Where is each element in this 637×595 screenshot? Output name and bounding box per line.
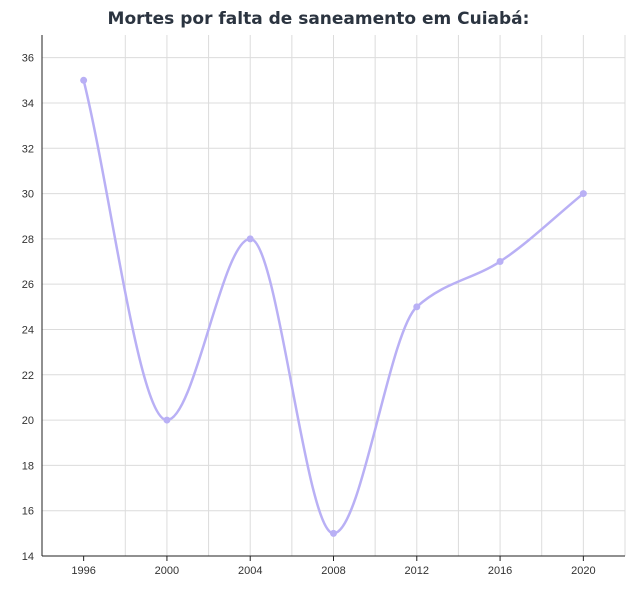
x-tick-label: 2016: [488, 565, 512, 577]
data-point: [496, 258, 504, 266]
data-point: [413, 303, 421, 311]
data-point: [579, 190, 587, 198]
y-tick-label: 16: [22, 506, 34, 518]
y-tick-label: 28: [22, 234, 34, 246]
y-tick-label: 24: [22, 324, 34, 336]
chart-title: Mortes por falta de saneamento em Cuiabá…: [107, 9, 530, 29]
x-tick-label: 1996: [71, 565, 95, 577]
data-point: [80, 76, 88, 84]
y-tick-label: 30: [22, 189, 34, 201]
x-tick-label: 2008: [321, 565, 345, 577]
x-tick-label: 2020: [571, 565, 595, 577]
data-point: [330, 529, 337, 537]
x-tick-label: 2004: [238, 565, 262, 577]
x-tick-label: 2000: [155, 565, 179, 577]
y-tick-label: 22: [22, 370, 34, 382]
y-tick-label: 32: [22, 143, 34, 155]
y-tick-label: 36: [22, 53, 34, 65]
y-tick-label: 34: [22, 98, 34, 110]
y-tick-label: 14: [22, 551, 34, 563]
series-line: [82, 80, 585, 535]
data-point: [163, 416, 171, 424]
x-tick-label: 2012: [405, 565, 429, 577]
data-point: [246, 235, 254, 243]
y-tick-label: 18: [22, 460, 34, 472]
y-tick-label: 20: [22, 415, 34, 427]
y-tick-label: 26: [22, 279, 34, 291]
